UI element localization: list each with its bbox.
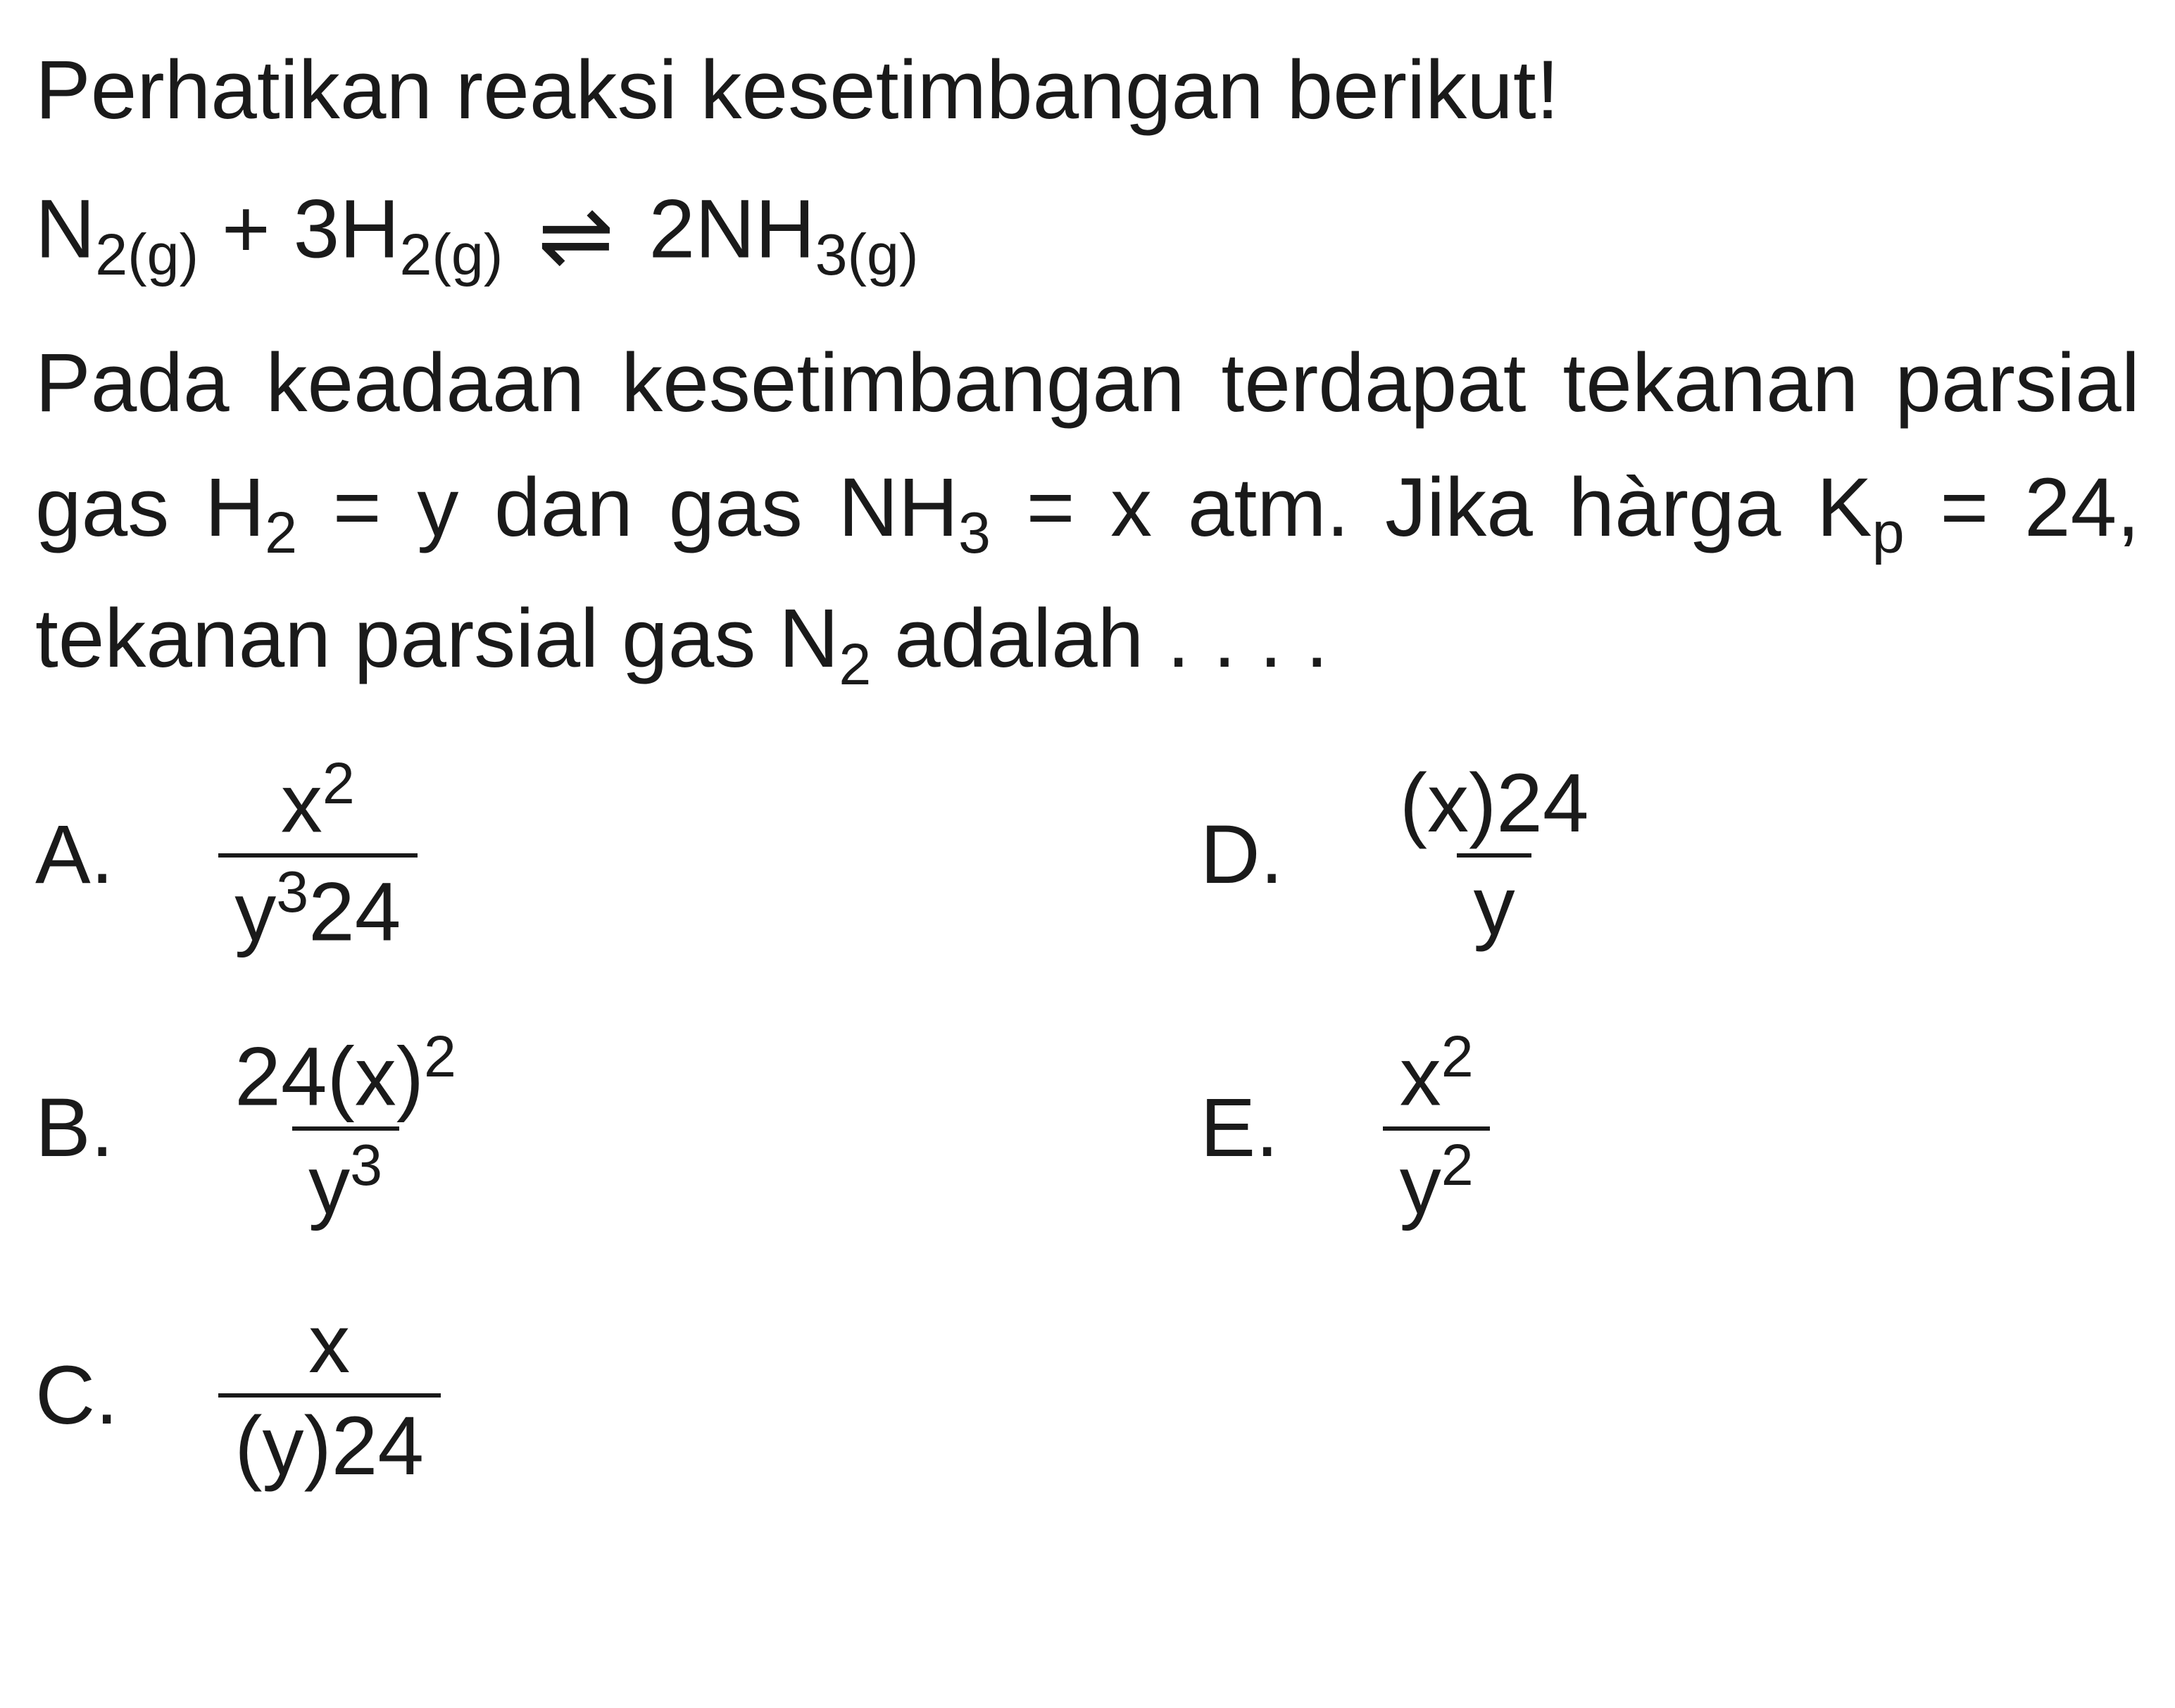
option-a-num-sup: 2	[322, 751, 355, 816]
body-s2: 3	[958, 500, 991, 565]
option-e: E. x2 y2	[1201, 1024, 2140, 1233]
question-block: Perhatikan reaksi kesetimbangan berikut!…	[35, 28, 2140, 1495]
option-d-num: (x)24	[1383, 756, 1605, 853]
eq-lhs2-base: H	[339, 183, 399, 276]
option-c: C. x (y)24	[35, 1297, 975, 1495]
option-b-label: B.	[35, 1066, 218, 1191]
option-b-den-sup: 3	[350, 1132, 382, 1198]
option-a-num: x2	[264, 751, 371, 853]
option-c-label: C.	[35, 1333, 218, 1458]
option-e-num-sup: 2	[1441, 1024, 1474, 1089]
eq-lhs2-sub: 2(g)	[399, 222, 503, 287]
option-b-fraction: 24(x)2 y3	[218, 1024, 473, 1233]
option-c-den: (y)24	[218, 1393, 441, 1495]
equation-line: N2(g) + 3H2(g) 2NH3(g)	[35, 167, 2140, 304]
intro-line: Perhatikan reaksi kesetimbangan berikut!	[35, 28, 2140, 153]
eq-lhs2-coef: 3	[294, 183, 340, 276]
option-b-num: 24(x)2	[218, 1024, 473, 1126]
body-s1: 2	[265, 500, 297, 565]
option-a-fraction: x2 y324	[218, 751, 418, 960]
option-a: A. x2 y324	[35, 751, 975, 960]
body-s4: 2	[839, 632, 871, 697]
option-b-den: y3	[292, 1126, 399, 1233]
body-p3: = x atm. Jika hàrga K	[991, 461, 1872, 554]
eq-lhs1-base: N	[35, 183, 95, 276]
equilibrium-arrow-icon	[526, 167, 626, 304]
option-e-label: E.	[1201, 1066, 1384, 1191]
option-a-den-extra: 24	[308, 865, 401, 958]
option-e-num-base: x	[1400, 1030, 1441, 1123]
option-b-num-pre: 24(x)	[234, 1030, 424, 1123]
option-e-den: y2	[1383, 1126, 1490, 1233]
option-d-label: D.	[1201, 793, 1384, 917]
option-e-fraction: x2 y2	[1383, 1024, 1490, 1233]
option-d-den: y	[1457, 853, 1531, 955]
option-e-den-sup: 2	[1441, 1132, 1474, 1198]
body-s3: p	[1872, 500, 1905, 565]
option-d-fraction: (x)24 y	[1383, 756, 1605, 954]
body-text: Pada keadaan kesetimbangan terdapat teka…	[35, 321, 2140, 708]
option-empty	[1201, 1297, 2140, 1495]
option-b-num-sup: 2	[424, 1024, 456, 1089]
eq-plus: +	[199, 183, 293, 276]
option-d: D. (x)24 y	[1201, 751, 2140, 960]
options-grid: A. x2 y324 D. (x)24 y B. 24(x)2 y3 E. x2	[35, 751, 2140, 1495]
body-p5: adalah . . . .	[871, 592, 1328, 685]
eq-rhs-base: NH	[695, 183, 815, 276]
option-b-den-base: y	[308, 1138, 350, 1231]
option-a-den-sup: 3	[276, 859, 308, 924]
eq-rhs-sub: 3(g)	[815, 222, 919, 287]
option-e-num: x2	[1383, 1024, 1490, 1126]
intro-text: Perhatikan reaksi kesetimbangan berikut!	[35, 44, 1560, 137]
option-a-num-base: x	[281, 757, 322, 850]
option-c-num: x	[292, 1297, 367, 1394]
body-p2: = y dan gas NH	[297, 461, 958, 554]
option-e-den-base: y	[1400, 1138, 1441, 1231]
option-c-fraction: x (y)24	[218, 1297, 441, 1495]
option-b: B. 24(x)2 y3	[35, 1024, 975, 1233]
option-a-label: A.	[35, 793, 218, 917]
option-a-den-base: y	[234, 865, 276, 958]
eq-rhs-coef: 2	[649, 183, 696, 276]
eq-lhs1-sub: 2(g)	[95, 222, 199, 287]
option-a-den: y324	[218, 853, 418, 960]
